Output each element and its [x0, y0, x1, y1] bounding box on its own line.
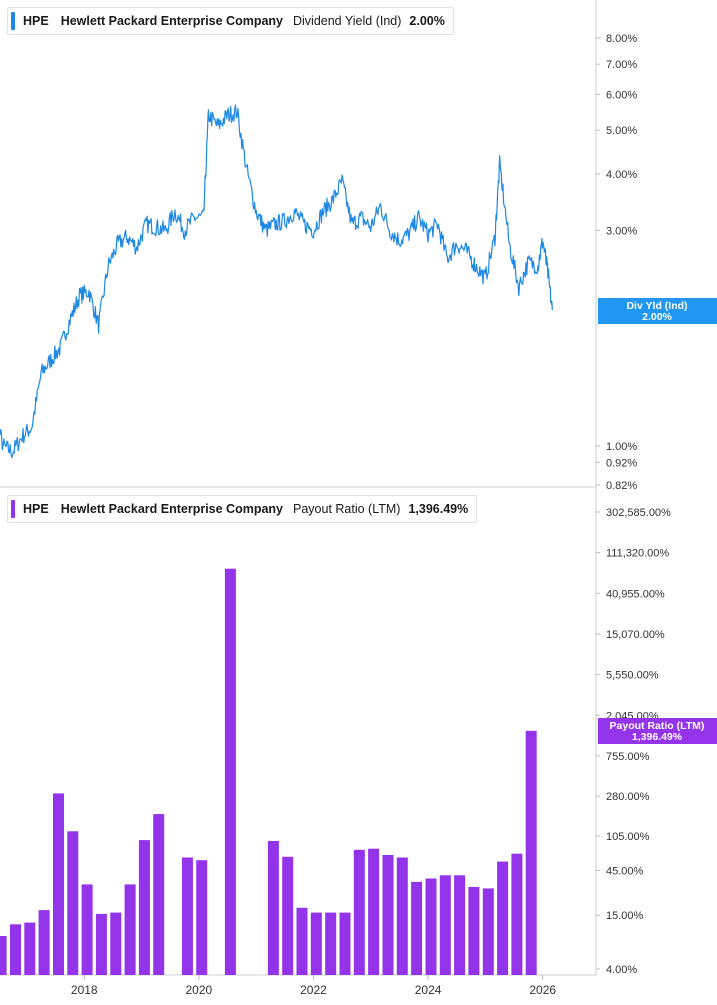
y-tick-label: 3.00% — [606, 225, 637, 237]
y-tick-label: 105.00% — [606, 831, 650, 843]
payout-bar — [325, 912, 337, 975]
x-tick-label: 2022 — [300, 983, 327, 997]
y-tick-label: 5,550.00% — [606, 670, 659, 682]
y-tick-label: 302,585.00% — [606, 507, 671, 519]
payout-bar — [282, 856, 294, 975]
y-tick-label: 7.00% — [606, 59, 637, 71]
payout-bar — [224, 568, 236, 975]
payout-bar — [339, 912, 351, 975]
payout-bar — [181, 857, 193, 975]
payout-ratio-plot — [0, 568, 537, 975]
payout-bar — [439, 875, 451, 975]
payout-bar — [310, 912, 322, 975]
payout-bar — [296, 907, 308, 975]
payout-bar — [411, 881, 423, 975]
payout-bar — [196, 860, 208, 975]
dividend-yield-badge-bg — [598, 298, 717, 324]
payout-bar — [382, 855, 394, 975]
y-tick-label: 755.00% — [606, 751, 650, 763]
chart-frame — [0, 0, 597, 976]
dividend-yield-legend: HPE Hewlett Packard Enterprise Company D… — [7, 7, 454, 35]
legend-ticker: HPE — [23, 502, 49, 516]
x-tick-label: 2026 — [529, 983, 556, 997]
payout-ratio-legend: HPE Hewlett Packard Enterprise Company P… — [7, 495, 478, 523]
y-tick-label: 45.00% — [606, 866, 644, 878]
payout-bar — [138, 840, 150, 975]
payout-bar — [38, 910, 50, 975]
payout-bar — [482, 888, 494, 975]
y-tick-label: 6.00% — [606, 89, 637, 101]
payout-bar — [81, 884, 93, 975]
legend-ticker: HPE — [23, 14, 49, 28]
dividend-yield-badge-value: 2.00% — [642, 311, 672, 323]
dividend-yield-badge-label: Div Yld (Ind) — [626, 300, 687, 312]
y-tick-label: 4.00% — [606, 169, 637, 181]
dividend-yield-plot — [0, 104, 553, 459]
payout-ratio-swatch — [11, 500, 15, 518]
x-tick-label: 2020 — [186, 983, 213, 997]
y-tick-label: 0.82% — [606, 480, 637, 492]
payout-bar — [525, 730, 537, 975]
payout-bar — [10, 924, 21, 975]
y-tick-label: 4.00% — [606, 964, 637, 976]
y-tick-label: 0.92% — [606, 457, 637, 469]
x-axis: 2018 2020 2022 2024 2026 — [71, 975, 556, 997]
y-tick-label: 8.00% — [606, 33, 637, 45]
payout-bar — [110, 912, 122, 975]
payout-ratio-badge-value: 1,396.49% — [632, 731, 683, 743]
payout-ratio-badge-label: Payout Ratio (LTM) — [610, 720, 705, 732]
payout-ratio-axis: 302,585.00% 111,320.00% 40,955.00% 15,070.0… — [596, 507, 671, 976]
y-tick-label: 1.00% — [606, 441, 637, 453]
legend-company: Hewlett Packard Enterprise Company — [60, 14, 283, 28]
payout-bar — [67, 831, 79, 975]
y-tick-label: 280.00% — [606, 791, 650, 803]
dividend-yield-swatch — [11, 12, 15, 30]
payout-bar — [95, 913, 107, 975]
dividend-yield-axis: 8.00% 7.00% 6.00% 5.00% 4.00% 3.00% 1.00% 0.92%… — [596, 33, 637, 492]
x-tick-label: 2018 — [71, 983, 98, 997]
payout-bar — [396, 857, 408, 975]
y-tick-label: 15.00% — [606, 910, 644, 922]
dividend-yield-badge: Div Yld (Ind) 2.00% — [598, 298, 717, 324]
payout-bar — [368, 848, 380, 975]
payout-bar — [124, 884, 136, 975]
payout-bar — [425, 878, 437, 975]
payout-bar — [497, 861, 509, 975]
payout-bar — [53, 793, 64, 975]
y-tick-label: 15,070.00% — [606, 629, 665, 641]
legend-metric: Payout Ratio (LTM) — [293, 502, 401, 516]
payout-bar — [267, 841, 279, 975]
payout-bar — [0, 936, 7, 975]
x-tick-label: 2024 — [415, 983, 442, 997]
payout-ratio-badge-bg — [598, 718, 717, 744]
y-tick-label: 111,320.00% — [606, 548, 669, 560]
dividend-yield-line — [0, 104, 553, 459]
y-tick-label: 40,955.00% — [606, 588, 665, 600]
payout-bar — [468, 887, 480, 975]
legend-value: 1,396.49% — [408, 502, 469, 516]
payout-bar — [511, 853, 523, 975]
payout-bar — [24, 922, 36, 975]
payout-ratio-badge: Payout Ratio (LTM) 1,396.49% — [598, 718, 717, 744]
payout-bar — [353, 849, 365, 975]
legend-company: Hewlett Packard Enterprise Company — [60, 502, 283, 516]
payout-bar — [454, 875, 466, 975]
legend-metric: Dividend Yield (Ind) — [293, 14, 402, 28]
y-tick-label: 5.00% — [606, 125, 637, 137]
value-badges: Div Yld (Ind) 2.00% Payout Ratio (LTM) 1… — [598, 298, 717, 744]
legend-value: 2.00% — [409, 14, 445, 28]
payout-bar — [153, 814, 165, 975]
